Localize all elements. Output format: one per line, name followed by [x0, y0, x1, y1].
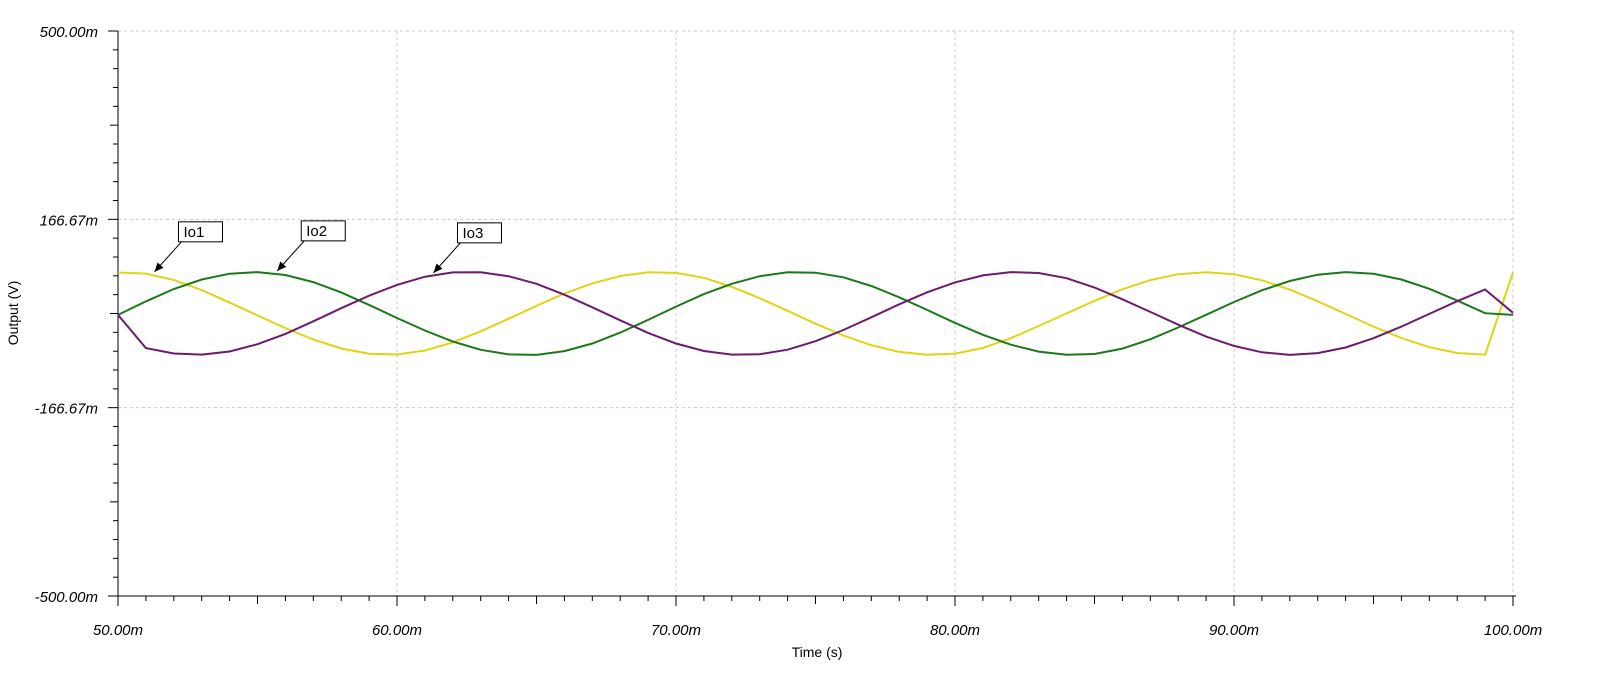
x-tick-label: 80.00m	[930, 622, 980, 639]
series-callout-io1: Io1	[154, 221, 223, 273]
series-callout-io3: Io3	[433, 222, 502, 274]
callout-box	[456, 222, 502, 244]
series-line-io2	[117, 271, 1514, 356]
series-label: Io1	[183, 224, 204, 241]
series-callout-io2: Io2	[276, 220, 346, 272]
grid-lines	[118, 30, 1514, 597]
x-tick-label: 100.00m	[1484, 622, 1542, 639]
series-label: Io3	[462, 225, 483, 242]
y-tick-label: -166.67m	[35, 401, 98, 418]
x-tick-label: 90.00m	[1209, 622, 1259, 639]
x-tick-label: 70.00m	[651, 622, 701, 639]
series-line-io1	[117, 271, 1514, 356]
y-tick-label: -500.00m	[35, 589, 98, 606]
y-tick-label: 500.00m	[40, 24, 98, 41]
series-label: Io2	[306, 223, 327, 240]
series-labels: Io1 Io2 Io3	[154, 220, 502, 274]
x-tick-label: 60.00m	[372, 622, 422, 639]
series-line-io3	[117, 271, 1514, 356]
callout-arrow-head	[433, 263, 443, 273]
tick-labels: 50.00m 60.00m 70.00m 80.00m 90.00m 100.00m 500…	[35, 24, 1543, 639]
axis-ticks	[108, 30, 1514, 606]
y-axis-title: Output (V)	[5, 281, 21, 346]
callout-box	[300, 220, 346, 242]
callout-box	[177, 221, 223, 243]
series-group	[117, 271, 1514, 356]
x-axis-title: Time (s)	[792, 644, 843, 660]
callout-arrow-head	[154, 262, 164, 272]
y-tick-label: 166.67m	[40, 212, 98, 229]
callout-arrow-head	[277, 261, 287, 271]
x-tick-label: 50.00m	[93, 622, 143, 639]
